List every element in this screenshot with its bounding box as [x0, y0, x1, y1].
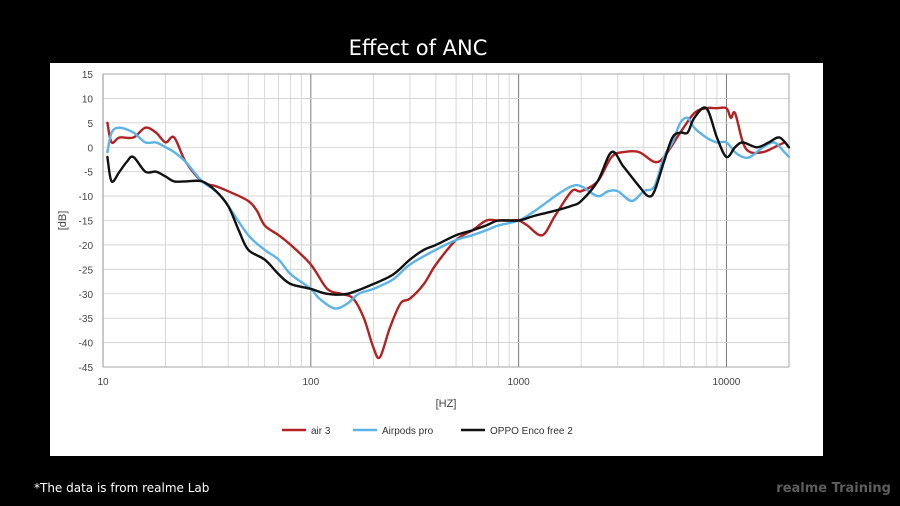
y-tick-label: 0: [87, 143, 93, 154]
y-tick-label: 15: [82, 70, 94, 81]
series-line-oppo-enco-free2: [106, 106, 791, 296]
legend-label: air 3: [311, 426, 331, 437]
chart-panel: 15 10 5 0 -5 -10 -15 -20 -25 -30 -35 -40 -45 10 100 100…: [50, 63, 823, 456]
y-tick-label: -40: [79, 339, 94, 350]
y-tick-label: -30: [79, 290, 94, 301]
y-tick-label: 5: [87, 119, 93, 130]
slide-title: Effect of ANC: [348, 36, 488, 60]
legend-label: Airpods pro: [382, 426, 434, 437]
x-tick-label: 10: [97, 377, 109, 388]
x-tick-label: 10000: [713, 377, 741, 388]
y-tick-label: -20: [79, 241, 94, 252]
y-tick-label: -25: [79, 265, 94, 276]
series-line-air3: [106, 106, 786, 360]
legend-label: OPPO Enco free 2: [490, 426, 573, 437]
x-tick-label: 100: [302, 377, 319, 388]
x-tick-label: 1000: [508, 377, 531, 388]
y-tick-label: -35: [79, 314, 94, 325]
y-tick-label: 10: [82, 94, 94, 105]
y-tick-label: -10: [79, 192, 94, 203]
series-line-airpods-pro: [106, 116, 791, 310]
plot-border: [102, 73, 790, 368]
y-tick-label: -15: [79, 217, 94, 228]
brand-watermark: realme Training: [776, 481, 891, 496]
y-tick-label: -5: [84, 168, 93, 179]
y-axis-title: [dB]: [57, 211, 69, 231]
footnote: *The data is from realme Lab: [34, 481, 210, 495]
y-tick-label: -45: [79, 363, 94, 374]
x-axis-title: [HZ]: [436, 398, 457, 410]
